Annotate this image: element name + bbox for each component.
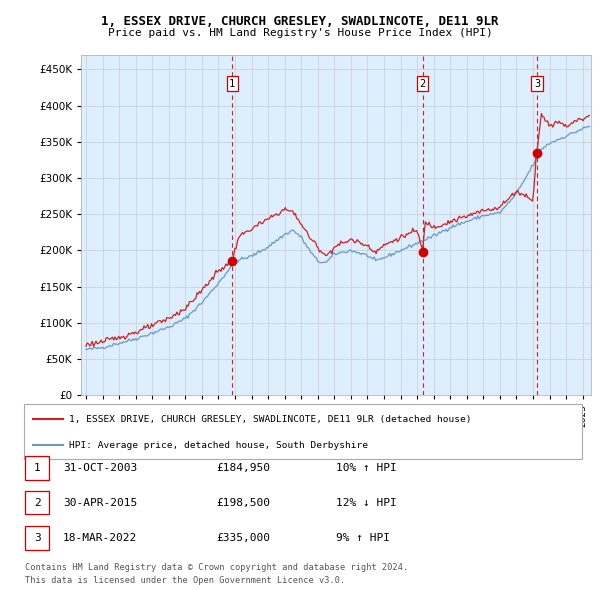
Text: 1, ESSEX DRIVE, CHURCH GRESLEY, SWADLINCOTE, DE11 9LR (detached house): 1, ESSEX DRIVE, CHURCH GRESLEY, SWADLINC… bbox=[69, 415, 472, 424]
Text: 1, ESSEX DRIVE, CHURCH GRESLEY, SWADLINCOTE, DE11 9LR: 1, ESSEX DRIVE, CHURCH GRESLEY, SWADLINC… bbox=[101, 15, 499, 28]
Text: 1: 1 bbox=[229, 79, 235, 89]
Text: 1: 1 bbox=[34, 463, 41, 473]
Text: 30-APR-2015: 30-APR-2015 bbox=[63, 498, 137, 507]
Text: Contains HM Land Registry data © Crown copyright and database right 2024.: Contains HM Land Registry data © Crown c… bbox=[25, 563, 409, 572]
Text: This data is licensed under the Open Government Licence v3.0.: This data is licensed under the Open Gov… bbox=[25, 576, 346, 585]
Text: 9% ↑ HPI: 9% ↑ HPI bbox=[336, 533, 390, 543]
Text: 3: 3 bbox=[534, 79, 541, 89]
Text: £184,950: £184,950 bbox=[216, 463, 270, 473]
Text: Price paid vs. HM Land Registry's House Price Index (HPI): Price paid vs. HM Land Registry's House … bbox=[107, 28, 493, 38]
Text: 12% ↓ HPI: 12% ↓ HPI bbox=[336, 498, 397, 507]
Text: 10% ↑ HPI: 10% ↑ HPI bbox=[336, 463, 397, 473]
Text: HPI: Average price, detached house, South Derbyshire: HPI: Average price, detached house, Sout… bbox=[69, 441, 368, 450]
Text: 2: 2 bbox=[34, 498, 41, 507]
Text: £198,500: £198,500 bbox=[216, 498, 270, 507]
Text: £335,000: £335,000 bbox=[216, 533, 270, 543]
Text: 18-MAR-2022: 18-MAR-2022 bbox=[63, 533, 137, 543]
Text: 2: 2 bbox=[419, 79, 426, 89]
Text: 3: 3 bbox=[34, 533, 41, 543]
Text: 31-OCT-2003: 31-OCT-2003 bbox=[63, 463, 137, 473]
